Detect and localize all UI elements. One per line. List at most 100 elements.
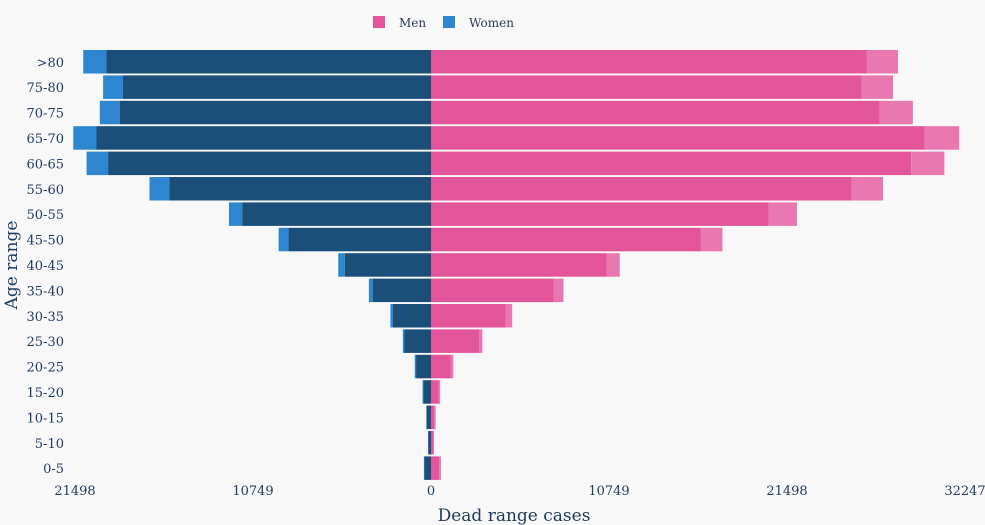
y-tick-label: 70-75 (27, 107, 64, 122)
y-tick-label: 65-70 (27, 132, 64, 147)
bar-women-extra[interactable] (99, 100, 120, 125)
y-tick-label: 25-30 (27, 335, 64, 350)
bar-women-extra[interactable] (390, 304, 393, 328)
x-tick-labels: 21498 10749 0 10749 21498 32247 (54, 484, 985, 499)
bar-men-extra[interactable] (851, 177, 884, 201)
y-tick-label: 10-15 (27, 411, 64, 426)
y-tick-label: 60-65 (27, 157, 64, 172)
y-tick-labels: >80 75-80 70-75 65-70 60-65 55-60 50-55 45-50 40… (27, 56, 64, 477)
bar-men[interactable] (431, 151, 912, 176)
bar-men-extra[interactable] (924, 126, 960, 150)
x-tick-label: 32247 (944, 484, 985, 499)
bar-men-extra[interactable] (700, 227, 723, 252)
bar-men-extra[interactable] (911, 151, 945, 176)
x-tick-label: 21498 (54, 484, 95, 499)
bar-women[interactable] (373, 278, 431, 303)
bar-men[interactable] (431, 354, 451, 379)
y-tick-label: 50-55 (27, 208, 64, 223)
bar-women-extra[interactable] (402, 329, 405, 353)
bar-women-extra[interactable] (149, 177, 170, 201)
bar-women[interactable] (122, 75, 431, 99)
bar-men-extra[interactable] (479, 329, 483, 353)
bar-men-extra[interactable] (861, 75, 894, 99)
y-tick-label: 40-45 (27, 259, 64, 274)
bar-women-extra[interactable] (368, 278, 374, 303)
bar-women-extra[interactable] (426, 405, 427, 430)
bar-men-extra[interactable] (438, 380, 441, 404)
x-tick-label: 10749 (232, 484, 273, 499)
y-tick-label: 15-20 (27, 386, 64, 401)
bar-women[interactable] (288, 227, 431, 252)
y-tick-label: >80 (37, 56, 64, 71)
bar-men-extra[interactable] (439, 456, 441, 480)
bar-men[interactable] (431, 456, 440, 480)
y-axis-title: Age range (2, 221, 22, 311)
bar-women-extra[interactable] (414, 354, 417, 379)
bar-women-extra[interactable] (73, 126, 97, 150)
bar-men-extra[interactable] (879, 100, 913, 125)
bar-women[interactable] (119, 100, 432, 125)
y-tick-label: 30-35 (27, 310, 64, 325)
legend: Men Women (373, 16, 514, 30)
bar-men[interactable] (431, 253, 607, 277)
bar-men-extra[interactable] (768, 202, 797, 226)
y-tick-label: 20-25 (27, 361, 64, 376)
y-tick-label: 75-80 (27, 81, 64, 96)
bar-women[interactable] (424, 456, 431, 480)
bar-men[interactable] (431, 100, 880, 125)
bar-men[interactable] (431, 50, 867, 74)
x-tick-label: 0 (427, 484, 435, 499)
bar-men[interactable] (431, 329, 480, 353)
y-tick-label: 0-5 (43, 462, 64, 477)
bar-women[interactable] (392, 304, 431, 328)
bar-women[interactable] (404, 329, 431, 353)
bar-men-extra[interactable] (866, 50, 898, 74)
bar-men[interactable] (431, 380, 439, 404)
bar-men[interactable] (431, 177, 852, 201)
legend-swatch-men[interactable] (373, 16, 385, 28)
bar-women[interactable] (416, 354, 431, 379)
x-tick-label: 10749 (588, 484, 629, 499)
bar-men[interactable] (431, 405, 435, 430)
bar-men[interactable] (431, 227, 701, 252)
bar-men[interactable] (431, 431, 433, 455)
bar-men[interactable] (431, 126, 925, 150)
legend-label-women[interactable]: Women (469, 16, 514, 30)
bar-women-extra[interactable] (83, 50, 107, 74)
bar-women[interactable] (169, 177, 431, 201)
bar-men-extra[interactable] (434, 405, 436, 430)
legend-swatch-women[interactable] (443, 16, 455, 28)
bar-men[interactable] (431, 304, 506, 328)
bar-women-extra[interactable] (103, 75, 123, 99)
bar-women[interactable] (106, 50, 432, 74)
bar-women-extra[interactable] (278, 227, 289, 252)
legend-label-men[interactable]: Men (399, 16, 426, 30)
x-tick-label: 21498 (766, 484, 807, 499)
bar-men[interactable] (431, 75, 862, 99)
x-axis-title: Dead range cases (438, 506, 591, 525)
y-tick-label: 45-50 (27, 234, 64, 249)
bar-women-extra[interactable] (228, 202, 243, 226)
bar-men-extra[interactable] (505, 304, 513, 328)
bars-group (73, 50, 960, 480)
bar-women[interactable] (108, 151, 431, 176)
bar-women[interactable] (344, 253, 431, 277)
y-tick-label: 55-60 (27, 183, 64, 198)
bar-men-extra[interactable] (450, 354, 454, 379)
bar-women[interactable] (428, 431, 431, 455)
bar-men[interactable] (431, 202, 769, 226)
y-tick-label: 35-40 (27, 284, 64, 299)
bar-women[interactable] (423, 380, 431, 404)
bar-men[interactable] (431, 278, 554, 303)
bar-women[interactable] (96, 126, 432, 150)
y-tick-label: 5-10 (35, 437, 64, 452)
bar-women[interactable] (426, 405, 431, 430)
bar-men-extra[interactable] (553, 278, 564, 303)
bar-women-extra[interactable] (338, 253, 345, 277)
bar-women-extra[interactable] (86, 151, 109, 176)
bar-women[interactable] (242, 202, 431, 226)
bar-men-extra[interactable] (432, 431, 434, 455)
bar-women-extra[interactable] (422, 380, 424, 404)
bar-men-extra[interactable] (606, 253, 620, 277)
